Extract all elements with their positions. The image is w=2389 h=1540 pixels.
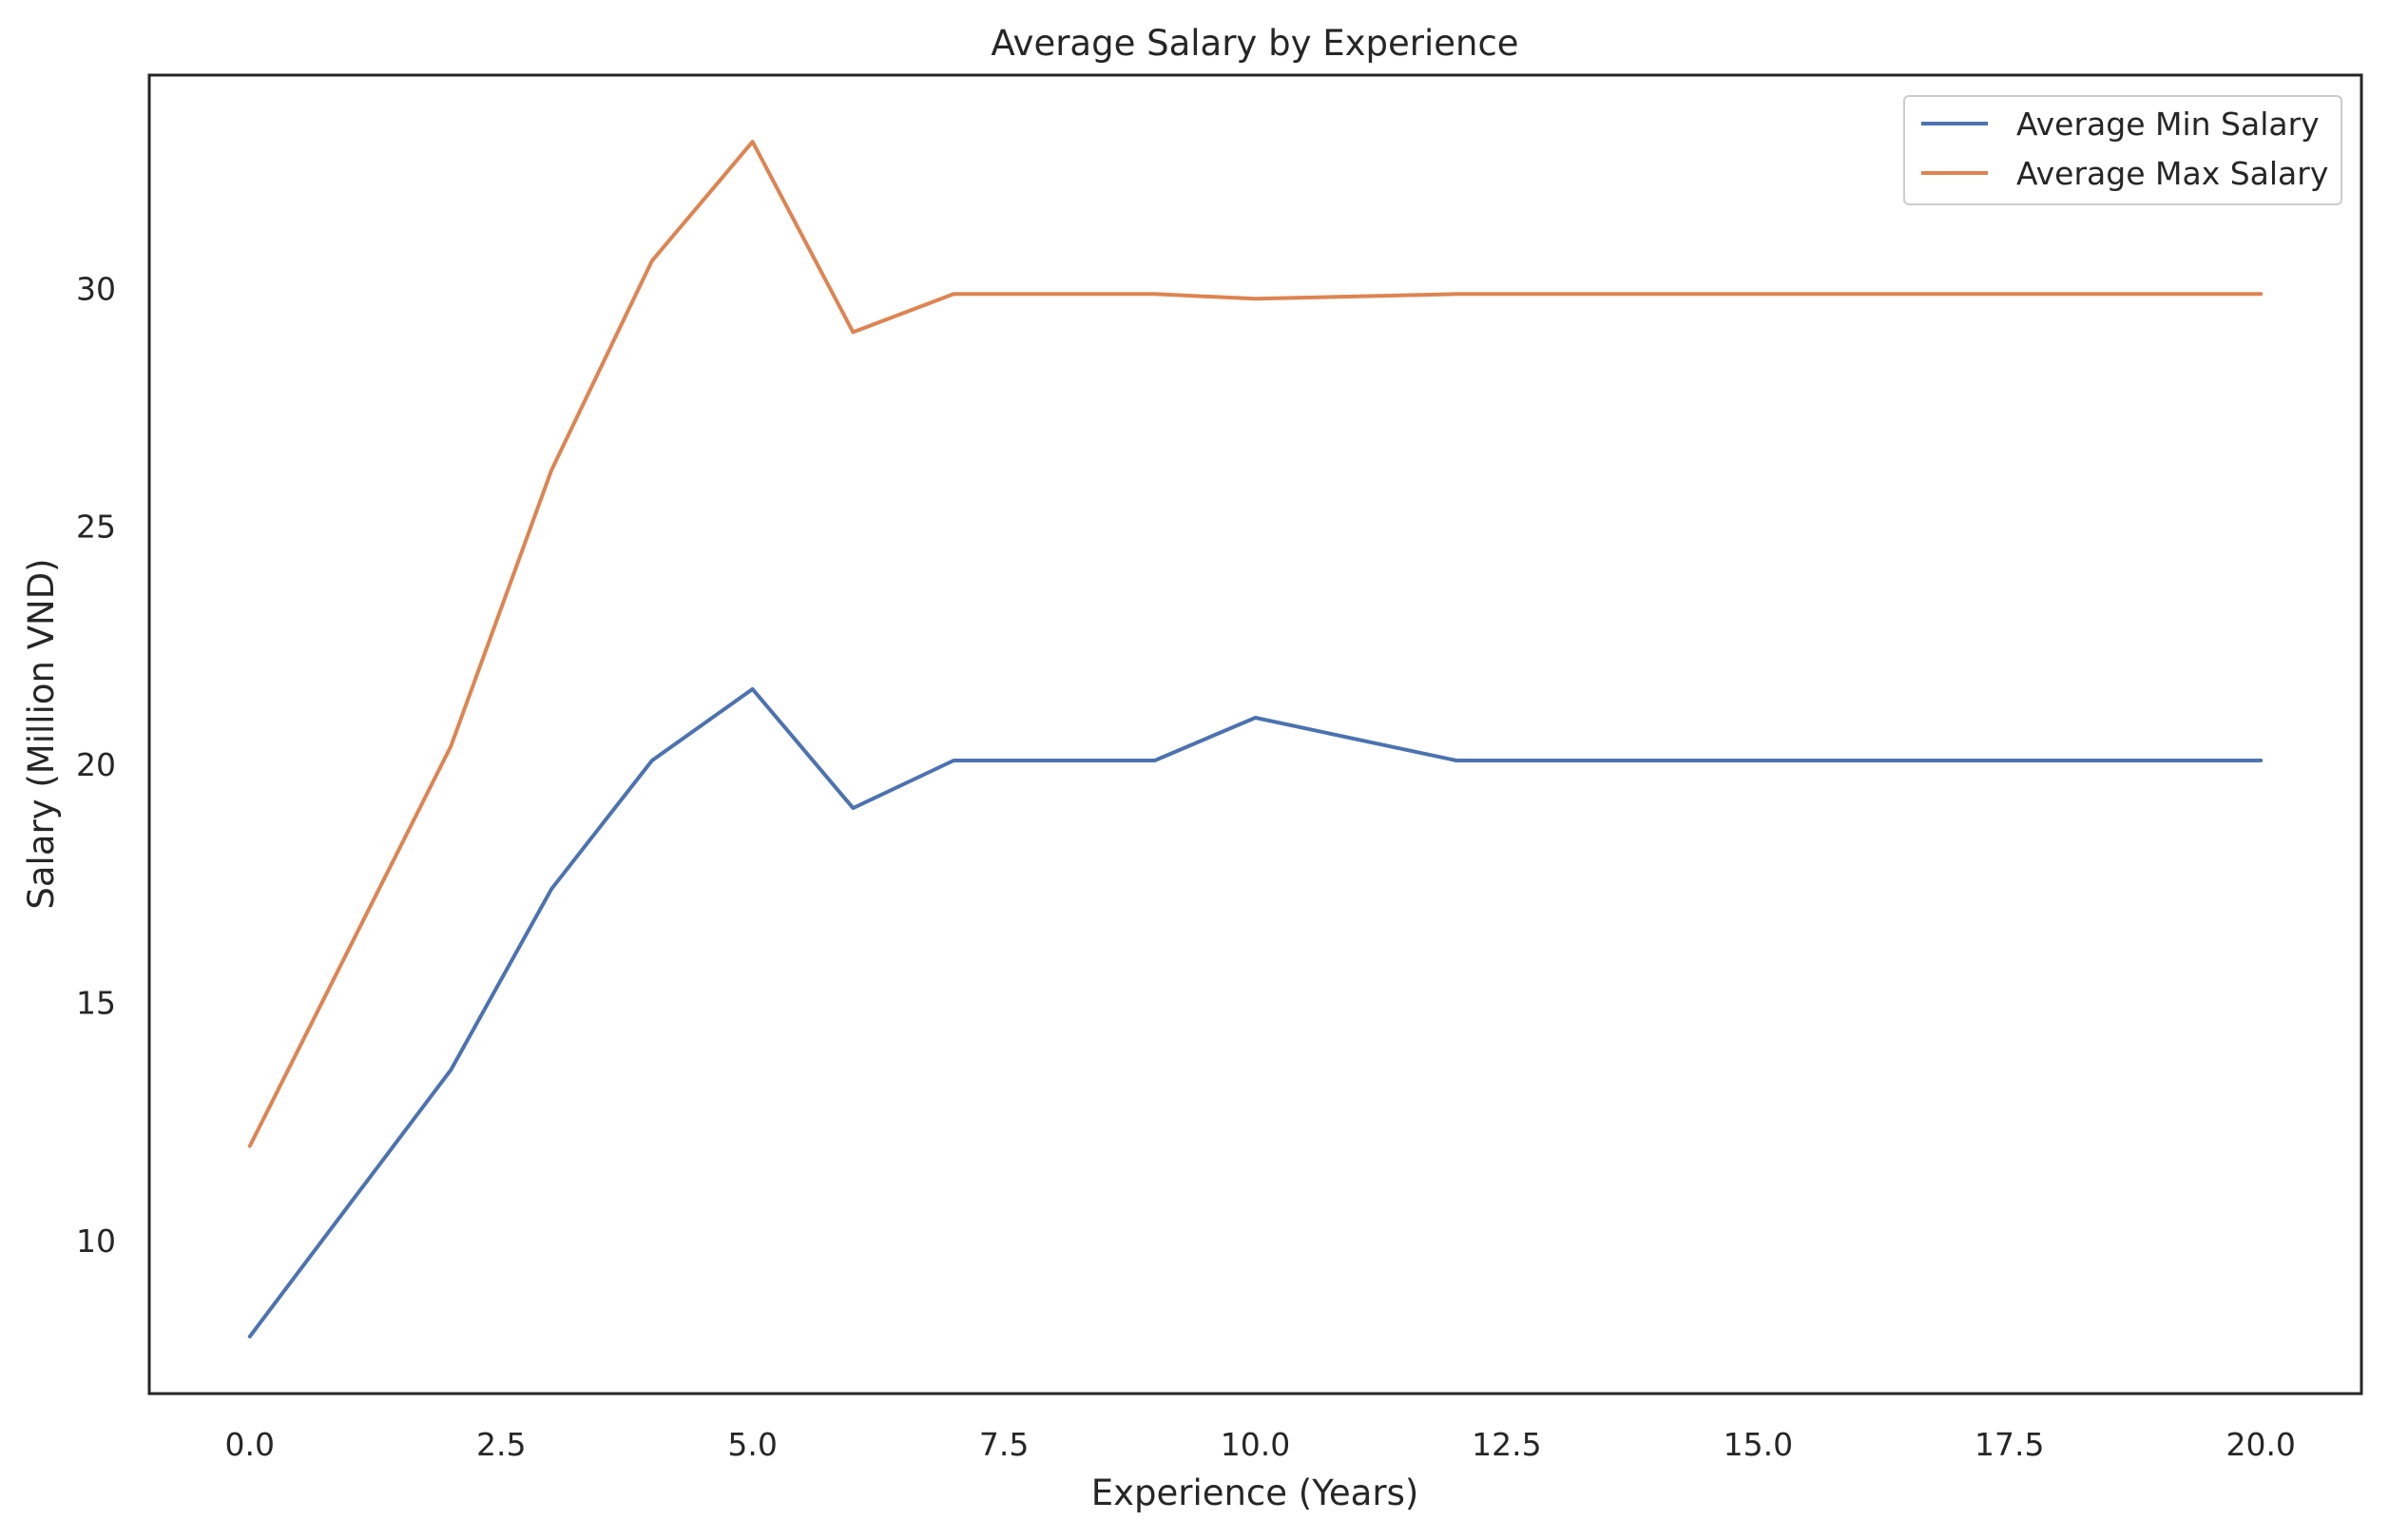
x-tick-label: 17.5 [1975,1426,2044,1463]
y-axis-label: Salary (Million VND) [21,558,62,909]
x-axis-label: Experience (Years) [1091,1473,1419,1513]
y-tick-label: 25 [76,509,116,546]
x-tick-label: 15.0 [1724,1426,1793,1463]
x-tick-label: 2.5 [476,1426,526,1463]
x-axis-ticks: 0.0 2.5 5.0 7.5 10.0 12.5 15.0 17.5 20.0 [225,1426,2296,1463]
y-tick-label: 30 [76,270,116,307]
legend: Average Min Salary Average Max Salary [1903,95,2342,205]
x-tick-label: 10.0 [1221,1426,1290,1463]
x-tick-label: 20.0 [2225,1426,2295,1463]
chart-title: Average Salary by Experience [991,23,1518,64]
y-tick-label: 15 [76,984,116,1021]
series-line-min-salary [247,686,2264,1338]
plot-frame [147,73,2363,1396]
legend-label-min: Average Min Salary [2016,106,2320,143]
x-tick-label: 0.0 [225,1426,275,1463]
plot-lines [247,140,2264,1338]
x-tick-label: 12.5 [1472,1426,1541,1463]
series-line-max-salary [247,140,2264,1148]
y-tick-label: 20 [76,746,116,783]
x-tick-label: 5.0 [727,1426,777,1463]
legend-label-max: Average Max Salary [2016,155,2328,192]
x-tick-label: 7.5 [979,1426,1029,1463]
y-axis-ticks: 10 15 20 25 30 [76,270,116,1260]
y-tick-label: 10 [76,1222,116,1260]
legend-box [1903,95,2342,205]
